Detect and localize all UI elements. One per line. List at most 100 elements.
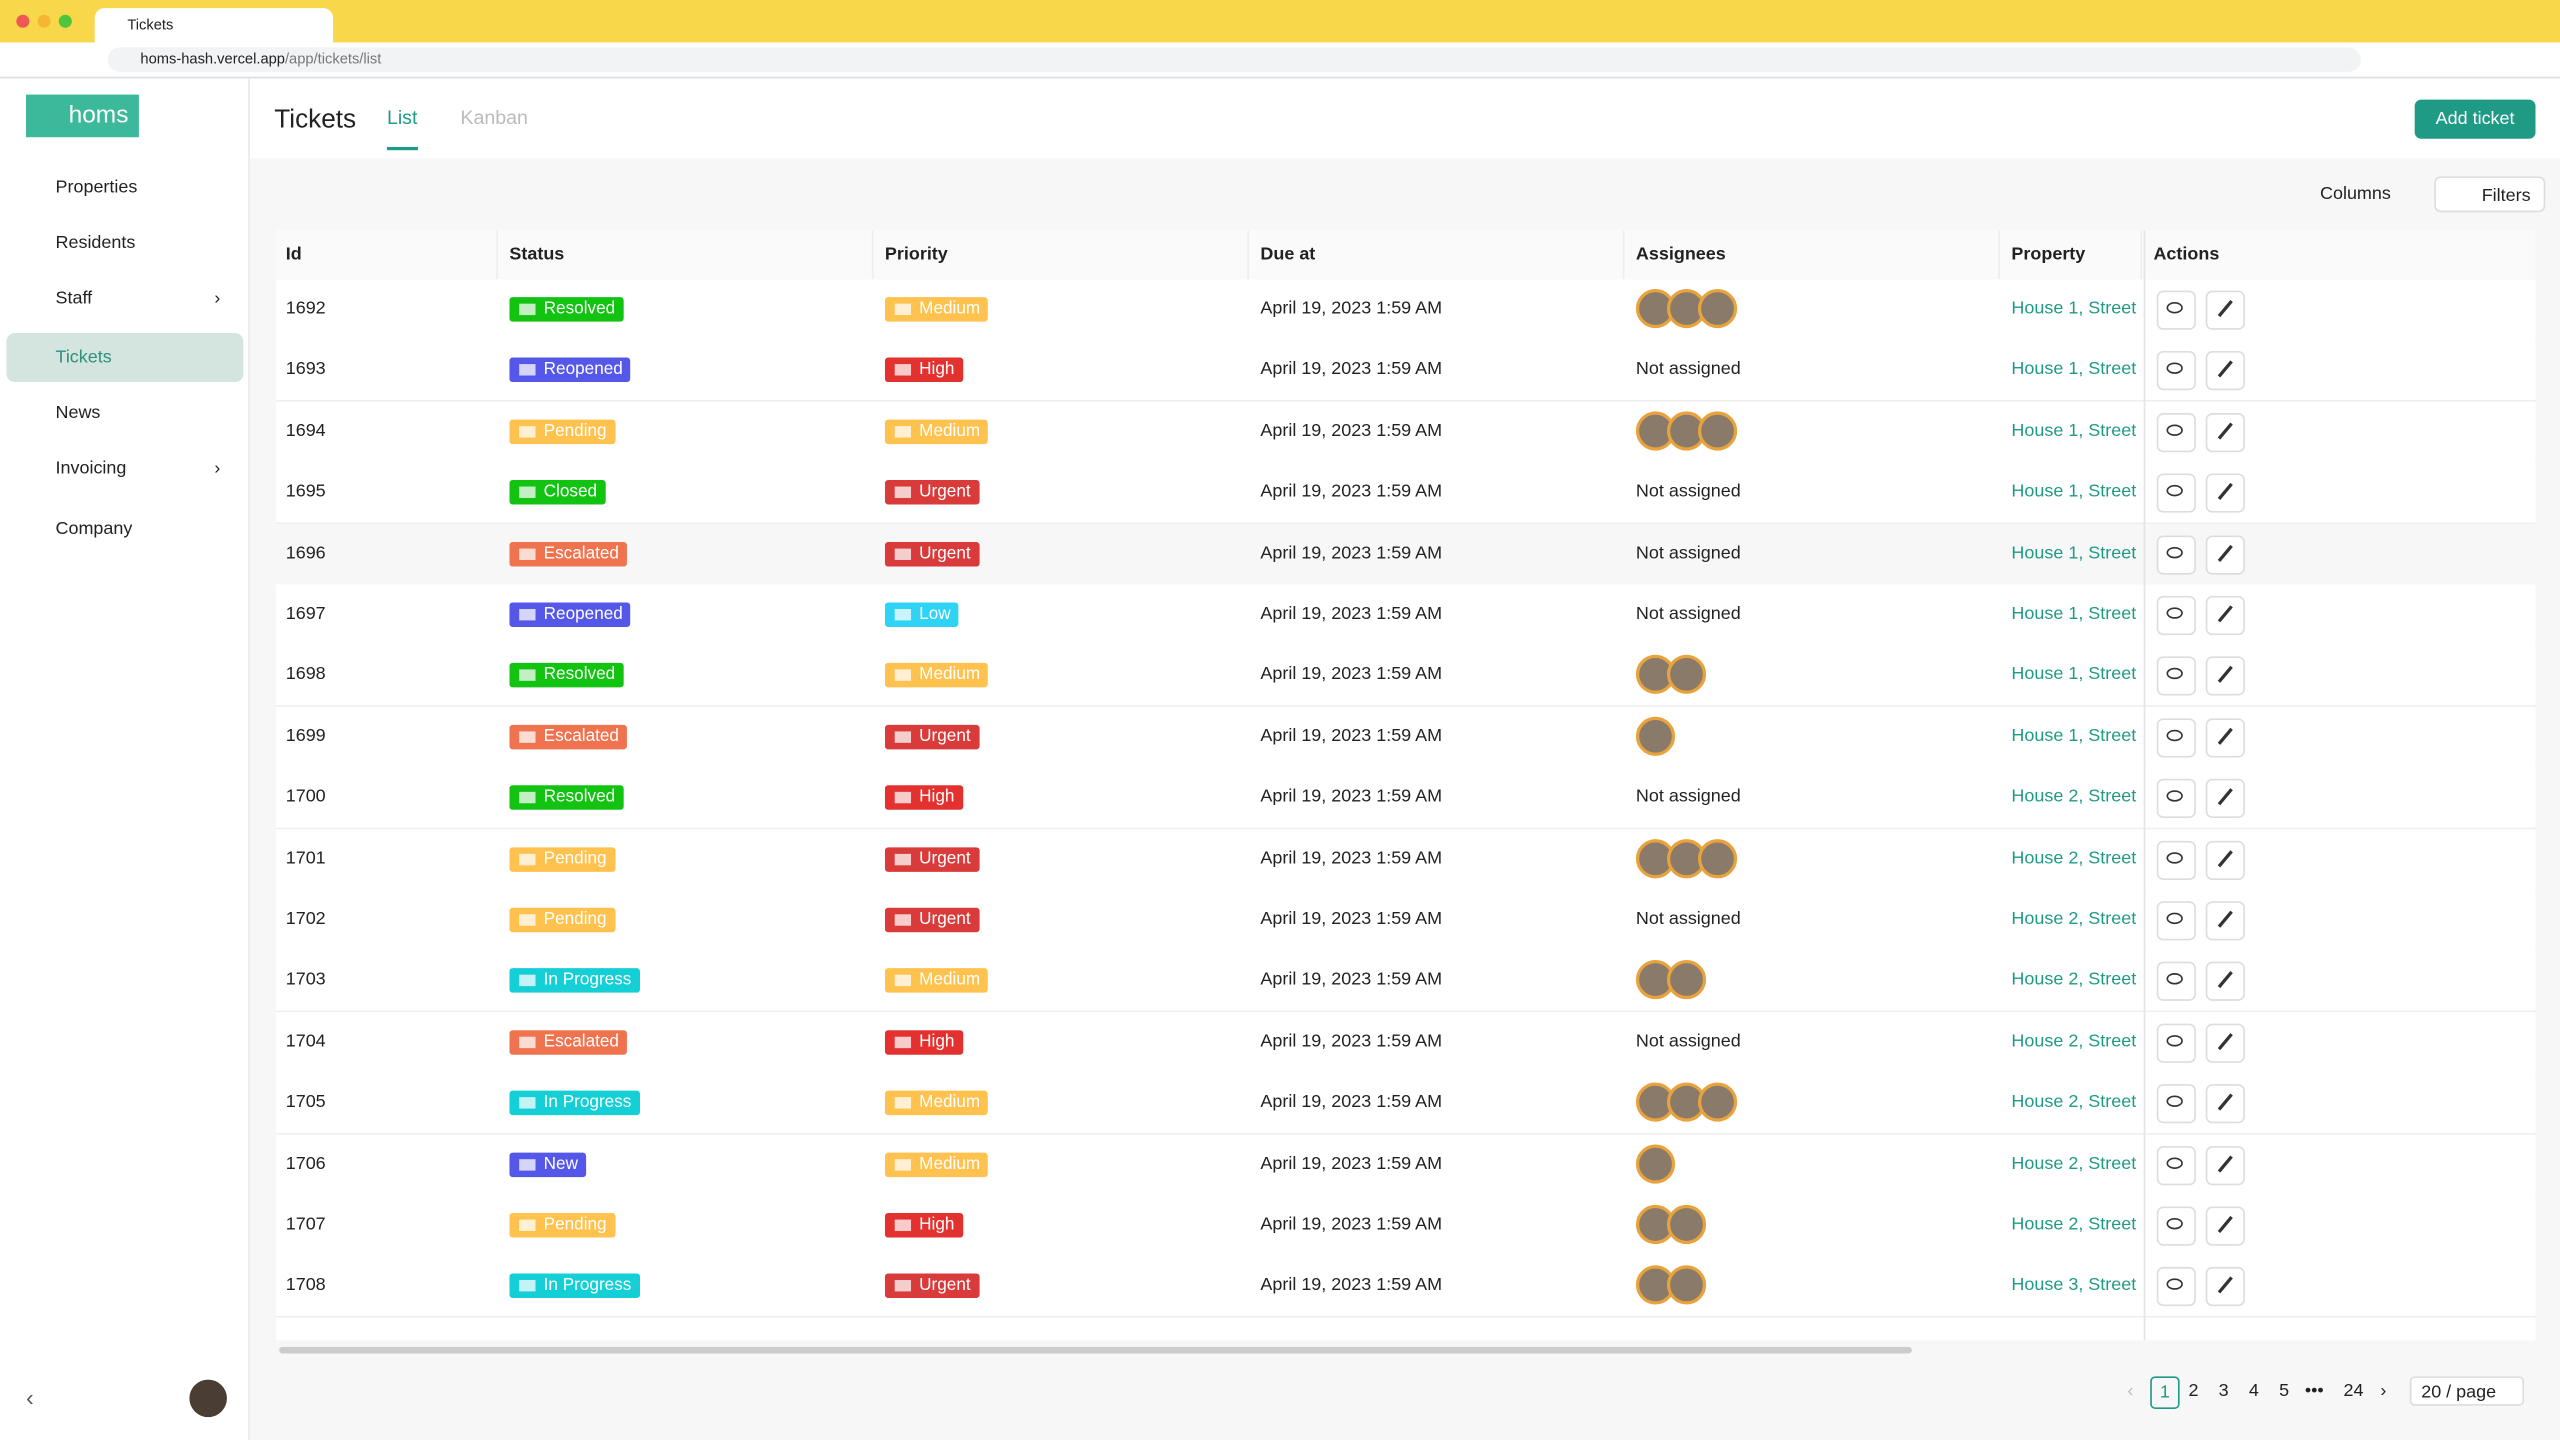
property-link[interactable]: House 1, Street 1 xyxy=(2011,298,2137,319)
due-date: April 19, 2023 1:59 AM xyxy=(1260,1153,1443,1174)
nav-item[interactable]: Residents xyxy=(55,233,136,254)
page-button[interactable]: 2 xyxy=(2188,1381,2199,1401)
property-link[interactable]: House 1, Street 1 xyxy=(2011,665,2137,685)
column-header[interactable]: Status xyxy=(509,230,874,280)
next-page[interactable]: › xyxy=(2380,1381,2387,1401)
edit-button[interactable] xyxy=(2205,1206,2245,1246)
edit-button[interactable] xyxy=(2205,290,2245,330)
page-button[interactable]: 5 xyxy=(2279,1381,2290,1401)
view-button[interactable] xyxy=(2156,840,2196,880)
view-button[interactable] xyxy=(2156,1084,2196,1124)
user-avatar[interactable] xyxy=(189,1379,227,1418)
logo[interactable]: homs xyxy=(26,94,139,138)
view-button[interactable] xyxy=(2156,412,2196,452)
column-header[interactable]: Property xyxy=(2011,230,2143,280)
edit-button[interactable] xyxy=(2205,351,2245,391)
avatar[interactable] xyxy=(1666,960,1707,1000)
column-header[interactable]: Id xyxy=(286,230,498,280)
edit-button[interactable] xyxy=(2205,1084,2245,1124)
edit-button[interactable] xyxy=(2205,1267,2245,1307)
page-button[interactable]: ••• xyxy=(2304,1381,2324,1401)
view-button[interactable] xyxy=(2156,1145,2196,1185)
view-button[interactable] xyxy=(2156,1267,2196,1307)
nav-item[interactable]: News xyxy=(55,403,101,423)
property-link[interactable]: House 1, Street 1 xyxy=(2011,604,2137,624)
nav-item[interactable]: Company xyxy=(55,519,133,539)
view-button[interactable] xyxy=(2156,534,2196,575)
nav-item[interactable]: Properties xyxy=(55,177,138,198)
avatar[interactable] xyxy=(1697,1082,1738,1123)
priority-cell: Urgent xyxy=(884,890,1244,950)
view-button[interactable] xyxy=(2156,1206,2196,1246)
edit-button[interactable] xyxy=(2205,901,2245,941)
edit-button[interactable] xyxy=(2205,656,2245,697)
property-link[interactable]: House 1, Street 1 xyxy=(2011,481,2137,502)
edit-button[interactable] xyxy=(2205,962,2245,1002)
property-link[interactable]: House 2, Street 1 xyxy=(2011,909,2137,929)
column-header[interactable]: Assignees xyxy=(1636,230,2000,280)
view-button[interactable] xyxy=(2156,473,2196,513)
property-link[interactable]: House 3, Street 1 xyxy=(2011,1275,2137,1296)
property-link[interactable]: House 1, Street 1 xyxy=(2011,726,2137,746)
avatar[interactable] xyxy=(1635,1143,1676,1184)
edit-button[interactable] xyxy=(2205,595,2245,636)
property-link[interactable]: House 2, Street 1 xyxy=(2011,1031,2137,1052)
edit-button[interactable] xyxy=(2205,473,2245,513)
view-button[interactable] xyxy=(2156,351,2196,391)
prev-page[interactable]: ‹ xyxy=(2127,1381,2134,1401)
edit-button[interactable] xyxy=(2205,1145,2245,1185)
property-link[interactable]: House 2, Street 1 xyxy=(2011,1092,2137,1113)
view-button[interactable] xyxy=(2156,901,2196,941)
column-header[interactable]: Priority xyxy=(885,230,1249,280)
property-link[interactable]: House 1, Street 1 xyxy=(2011,543,2137,563)
property-link[interactable]: House 2, Street 1 xyxy=(2011,1214,2137,1235)
columns-button[interactable]: Columns xyxy=(2319,184,2391,205)
avatar[interactable] xyxy=(1666,1205,1707,1245)
avatar[interactable] xyxy=(1697,411,1738,451)
filters-button[interactable]: Filters xyxy=(2434,176,2546,213)
view-button[interactable] xyxy=(2156,779,2196,819)
avatar[interactable] xyxy=(1666,838,1707,878)
page-button[interactable]: 4 xyxy=(2248,1381,2259,1401)
edit-button[interactable] xyxy=(2205,534,2245,575)
edit-button[interactable] xyxy=(2205,412,2245,452)
avatar[interactable] xyxy=(1666,655,1707,695)
view-tab[interactable]: Kanban xyxy=(460,106,528,129)
property-link[interactable]: House 2, Street 1 xyxy=(2011,970,2137,991)
avatar[interactable] xyxy=(1697,838,1738,878)
edit-button[interactable] xyxy=(2205,840,2245,880)
column-header[interactable]: Due at xyxy=(1260,230,1625,280)
view-button[interactable] xyxy=(2156,1023,2196,1063)
property-link[interactable]: House 2, Street 1 xyxy=(2011,848,2137,868)
page-button[interactable]: 24 xyxy=(2343,1381,2364,1401)
property-link[interactable]: House 1, Street 1 xyxy=(2011,359,2137,380)
collapse-button[interactable]: ‹ xyxy=(26,1384,34,1411)
view-button[interactable] xyxy=(2156,290,2196,330)
nav-item[interactable]: Tickets xyxy=(6,333,244,383)
view-tab[interactable]: List xyxy=(386,106,418,151)
address-bar[interactable]: homs-hash.vercel.app/app/tickets/list xyxy=(107,47,2361,72)
scrollbar[interactable] xyxy=(279,1346,1912,1354)
view-button[interactable] xyxy=(2156,656,2196,697)
view-button[interactable] xyxy=(2156,595,2196,636)
nav-item[interactable]: Invoicing › xyxy=(7,444,244,493)
view-button[interactable] xyxy=(2156,962,2196,1002)
view-button[interactable] xyxy=(2156,718,2196,758)
page-button[interactable]: 1 xyxy=(2150,1376,2180,1409)
page-size-select[interactable]: 20 / page xyxy=(2409,1376,2525,1406)
property-link[interactable]: House 2, Street 1 xyxy=(2011,1153,2137,1174)
property-cell: House 1, Street 1 xyxy=(2011,584,2137,644)
page-button[interactable]: 3 xyxy=(2218,1381,2229,1401)
avatar[interactable] xyxy=(1697,289,1738,329)
nav-item[interactable]: Staff › xyxy=(7,274,244,323)
property-link[interactable]: House 2, Street 1 xyxy=(2011,787,2137,807)
edit-button[interactable] xyxy=(2205,779,2245,819)
add-ticket-button[interactable]: Add ticket xyxy=(2414,99,2536,139)
browser-tab[interactable]: Tickets xyxy=(94,8,334,43)
property-link[interactable]: House 1, Street 1 xyxy=(2011,420,2137,441)
avatar[interactable] xyxy=(1635,716,1676,756)
avatar[interactable] xyxy=(1666,1266,1707,1306)
edit-button[interactable] xyxy=(2205,718,2245,758)
edit-button[interactable] xyxy=(2205,1023,2245,1063)
column-header[interactable]: Actions xyxy=(2153,244,2220,265)
